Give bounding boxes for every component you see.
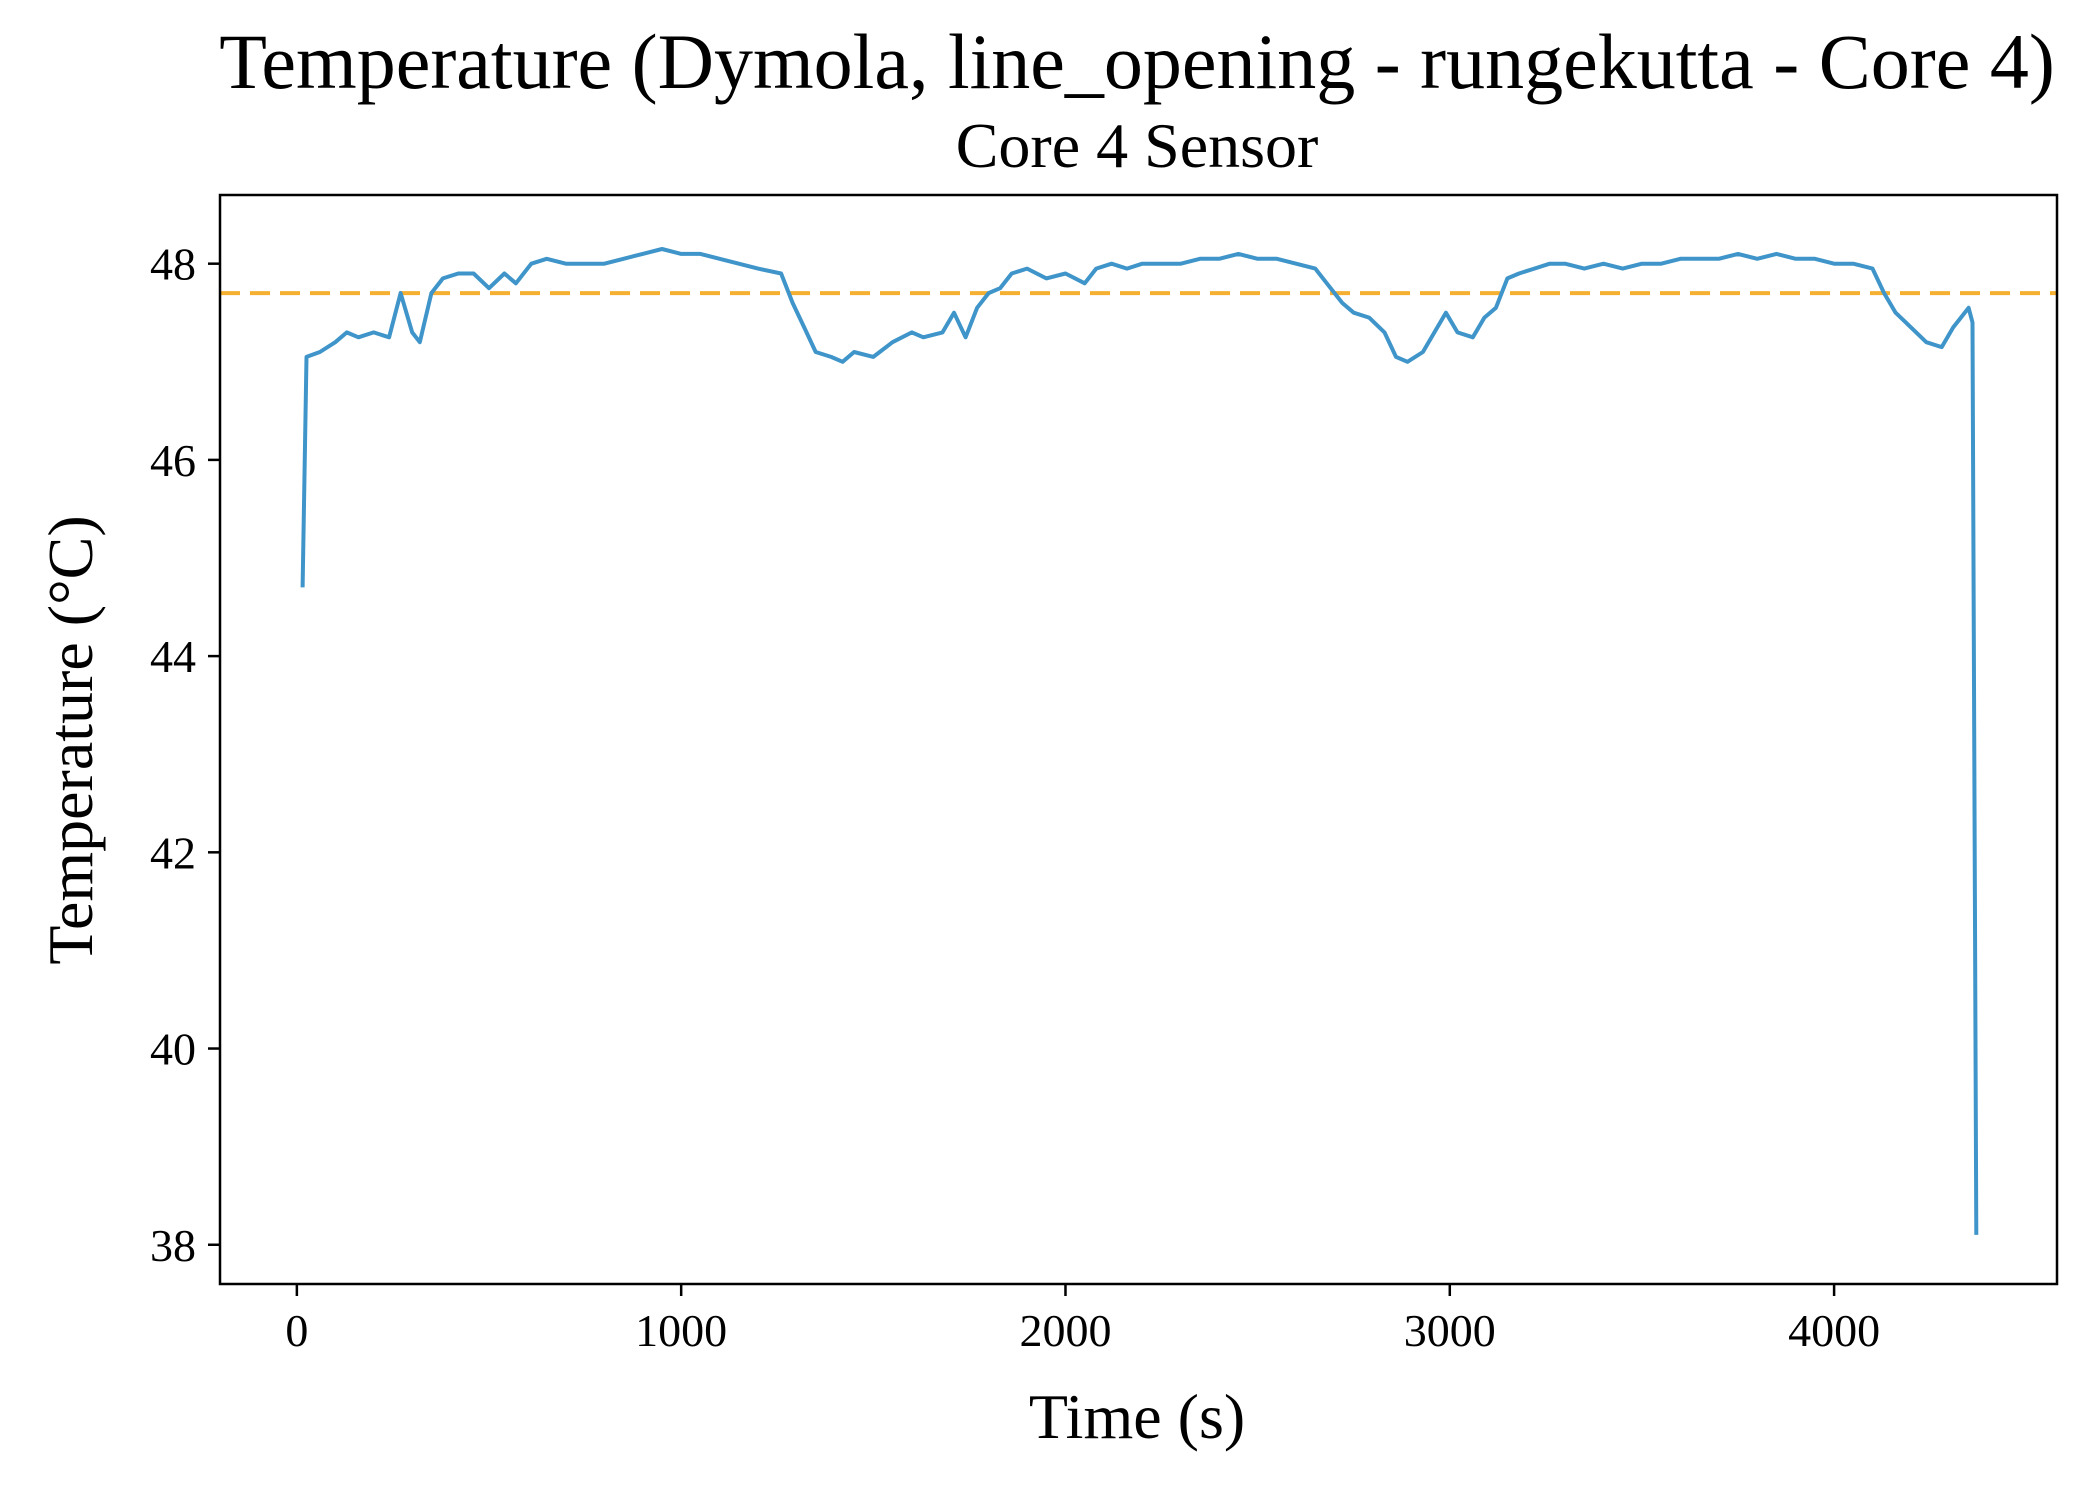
x-tick-label: 2000 bbox=[1019, 1305, 1111, 1356]
plot-frame bbox=[218, 193, 2059, 1286]
y-tick-label: 46 bbox=[150, 435, 196, 486]
x-axis-ticks: 0 1000 2000 3000 4000 bbox=[285, 1284, 1880, 1356]
x-axis-label: Time (s) bbox=[1029, 1381, 1245, 1452]
y-tick-label: 44 bbox=[150, 631, 196, 682]
x-tick-label: 3000 bbox=[1404, 1305, 1496, 1356]
series-line bbox=[300, 247, 1979, 1235]
x-tick-label: 4000 bbox=[1788, 1305, 1880, 1356]
chart-title: Temperature (Dymola, line_opening - rung… bbox=[219, 18, 2055, 105]
y-tick-label: 38 bbox=[150, 1220, 196, 1271]
y-axis-label: Temperature (°C) bbox=[35, 515, 106, 964]
y-axis-ticks: 38 40 42 44 46 48 bbox=[150, 239, 220, 1271]
series-layer bbox=[300, 247, 1979, 1235]
y-tick-label: 48 bbox=[150, 239, 196, 290]
x-tick-label: 1000 bbox=[635, 1305, 727, 1356]
chart-subtitle: Core 4 Sensor bbox=[956, 110, 1319, 181]
plot-area: 0 1000 2000 3000 4000 38 40 42 44 46 48 bbox=[150, 193, 2059, 1356]
y-tick-label: 42 bbox=[150, 827, 196, 878]
x-tick-label: 0 bbox=[285, 1305, 308, 1356]
y-tick-label: 40 bbox=[150, 1024, 196, 1075]
